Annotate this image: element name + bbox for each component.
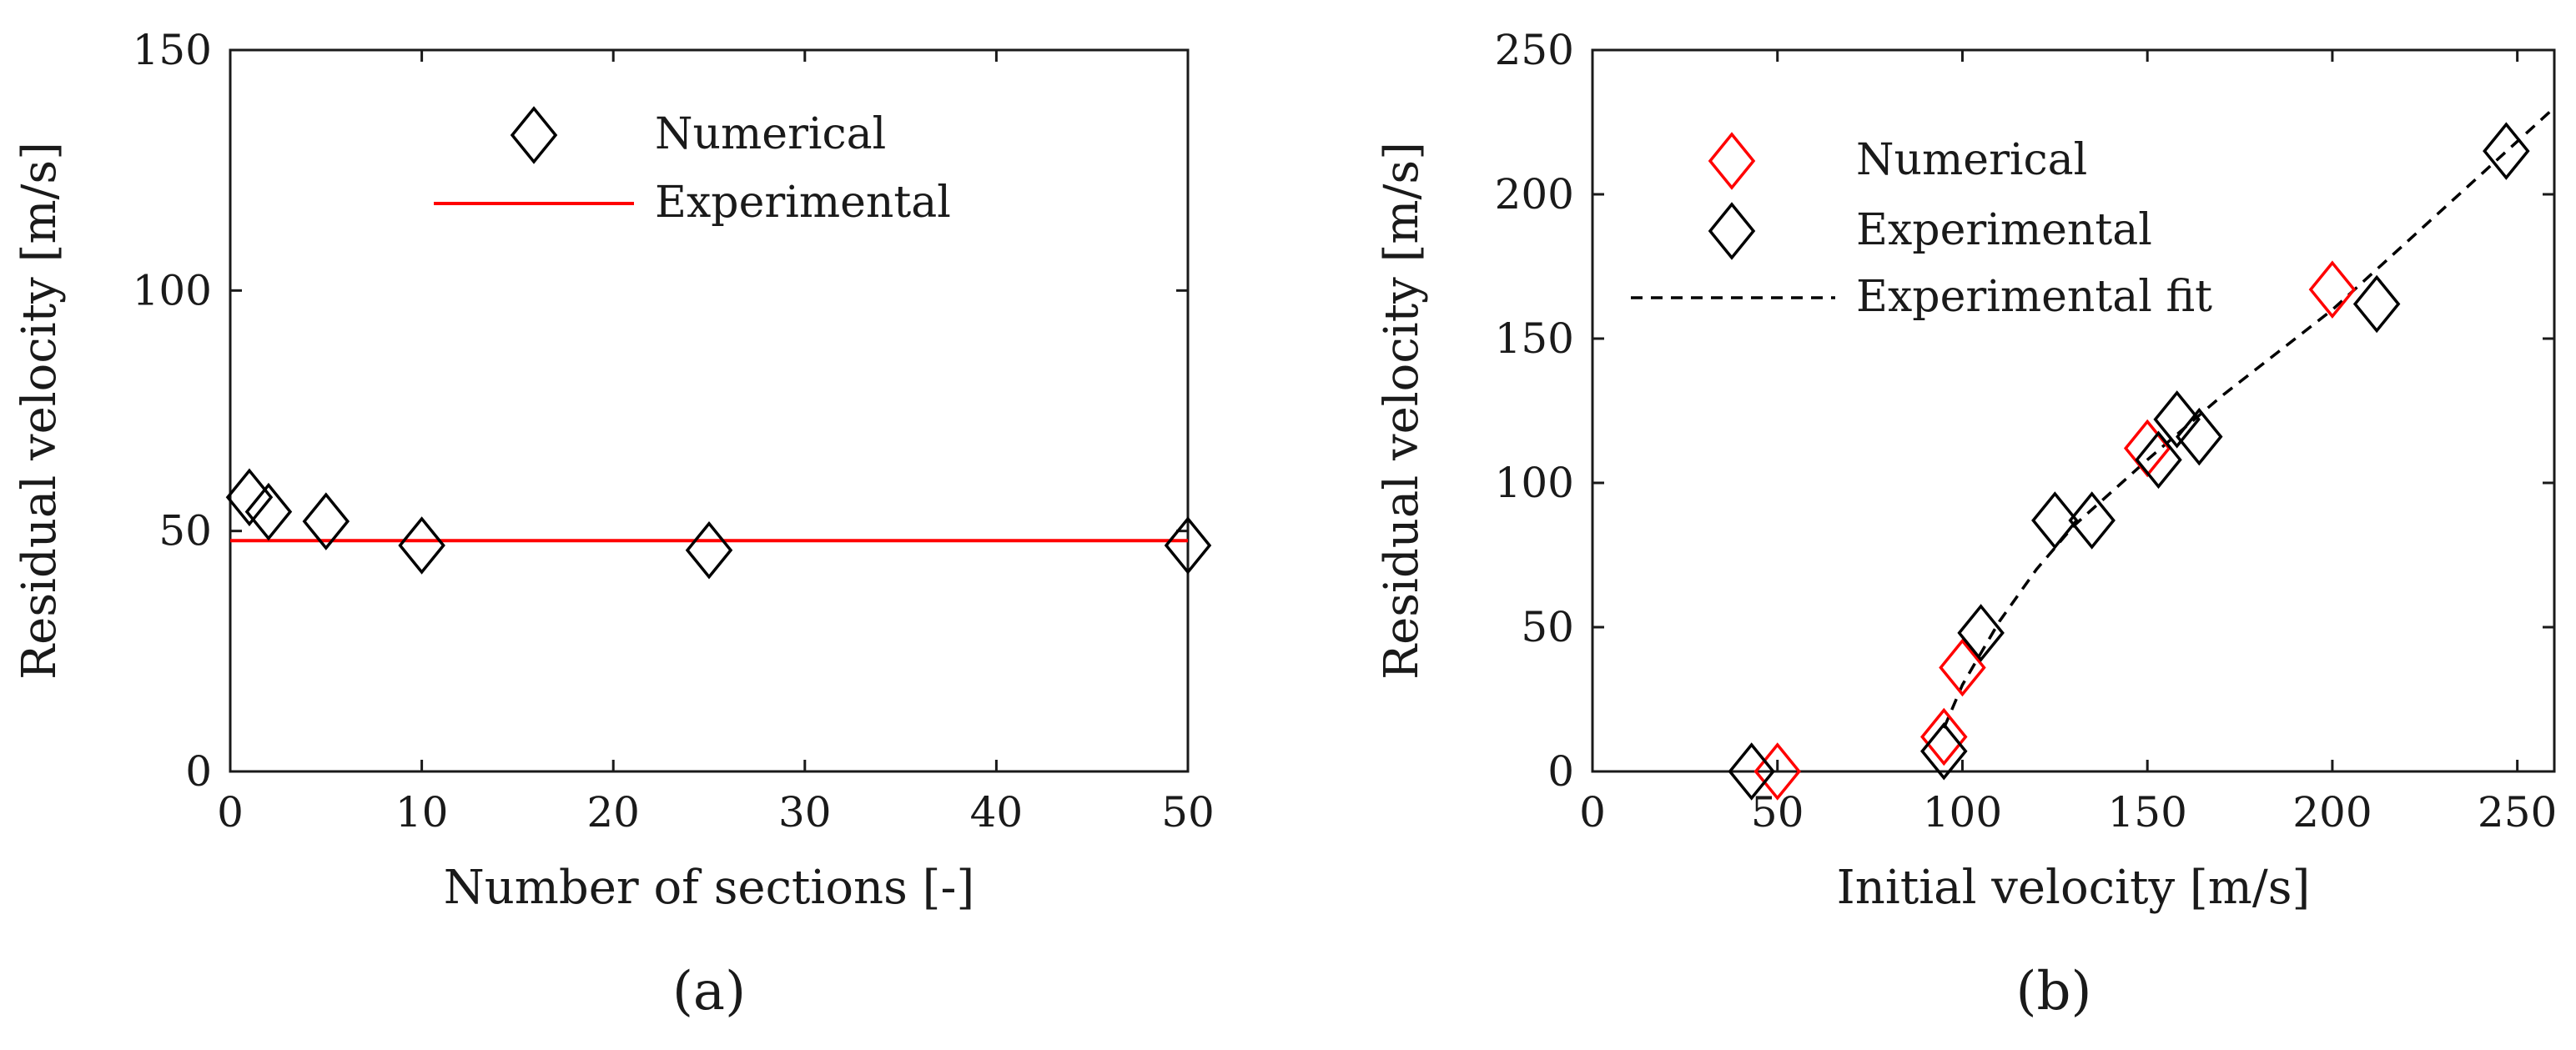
chart-b-numerical-point	[1920, 707, 1968, 766]
chart-b-y-tick-label: 100	[1495, 459, 1574, 507]
chart-b-experimental-point	[2068, 491, 2116, 550]
chart-b-experimental-point	[2135, 430, 2182, 490]
chart-a-numerical-point	[1164, 516, 1212, 575]
chart-b-experimental-point	[1957, 604, 2005, 662]
chart-b-fit-line	[1942, 106, 2556, 729]
chart-a-numerical-point	[225, 468, 274, 527]
chart-b-y-tick-label: 150	[1495, 314, 1574, 363]
chart-b-y-tick-label: 50	[1521, 603, 1574, 651]
chart-b-experimental-point	[2352, 274, 2401, 334]
chart-a-y-axis-label: Residual velocity [m/s]	[13, 142, 67, 680]
chart-b-y-tick-label: 250	[1495, 26, 1574, 74]
chart-a-axes-box	[229, 48, 1190, 773]
chart-b-experimental-point	[2483, 122, 2530, 180]
chart-a-x-tick-label: 40	[970, 788, 1024, 836]
chart-a-numerical-point	[685, 520, 733, 580]
chart-a-x-tick-label: 50	[1161, 788, 1215, 836]
chart-b-x-tick-label: 50	[1751, 788, 1804, 836]
chart-a-x-tick-label: 20	[586, 788, 640, 836]
chart-a-numerical-point	[244, 482, 293, 541]
chart-b-experimental-point	[2153, 390, 2201, 449]
chart-b-x-tick-label: 100	[1923, 788, 2002, 836]
chart-a-x-tick-label: 30	[778, 788, 832, 836]
chart-b-legend-label-0: Numerical	[1856, 135, 2087, 185]
chart-b-y-tick-label: 0	[1547, 747, 1574, 796]
chart-b-experimental-point	[2031, 491, 2079, 550]
chart-b-numerical-point	[1753, 742, 1801, 801]
chart-a-x-axis-label: Number of sections [-]	[444, 861, 975, 915]
chart-b-legend-label-2: Experimental fit	[1856, 272, 2212, 322]
chart-a-y-tick-label: 150	[133, 26, 212, 74]
chart-b-x-axis-label: Initial velocity [m/s]	[1837, 861, 2311, 915]
chart-a-numerical-point	[398, 516, 445, 575]
chart-b-x-tick-label: 200	[2292, 788, 2372, 836]
chart-b-legend-marker-0	[1708, 132, 1756, 190]
chart-a-panel-label: (a)	[672, 961, 746, 1022]
chart-b-experimental-point	[2176, 407, 2223, 466]
chart-a-x-tick-label: 10	[395, 788, 449, 836]
chart-b-x-tick-label: 150	[2107, 788, 2186, 836]
chart-a-legend-label-0: Numerical	[655, 109, 886, 159]
chart-a-x-tick-label: 0	[217, 788, 244, 836]
chart-a-legend-marker-0	[510, 106, 558, 164]
chart-b-x-tick-label: 0	[1579, 788, 1606, 836]
chart-a-y-tick-label: 50	[158, 507, 212, 555]
chart-b-experimental-point	[1920, 722, 1968, 781]
chart-b-axes-box	[1591, 48, 2556, 773]
chart-b-numerical-point	[1939, 638, 1986, 697]
chart-b-legend-marker-1	[1708, 202, 1756, 260]
chart-a-numerical-point	[302, 492, 350, 550]
chart-b-panel-label: (b)	[2016, 961, 2092, 1022]
chart-a-legend-label-1: Experimental	[655, 178, 951, 228]
chart-a-y-tick-label: 100	[133, 266, 212, 314]
chart-b-x-tick-label: 250	[2478, 788, 2557, 836]
chart-b-y-tick-label: 200	[1495, 170, 1574, 219]
chart-b-experimental-point	[1728, 742, 1775, 801]
chart-a-y-tick-label: 0	[185, 747, 212, 796]
chart-b-y-axis-label: Residual velocity [m/s]	[1375, 142, 1429, 680]
chart-b-legend-label-1: Experimental	[1856, 205, 2152, 255]
chart-b-numerical-point	[2308, 260, 2357, 319]
